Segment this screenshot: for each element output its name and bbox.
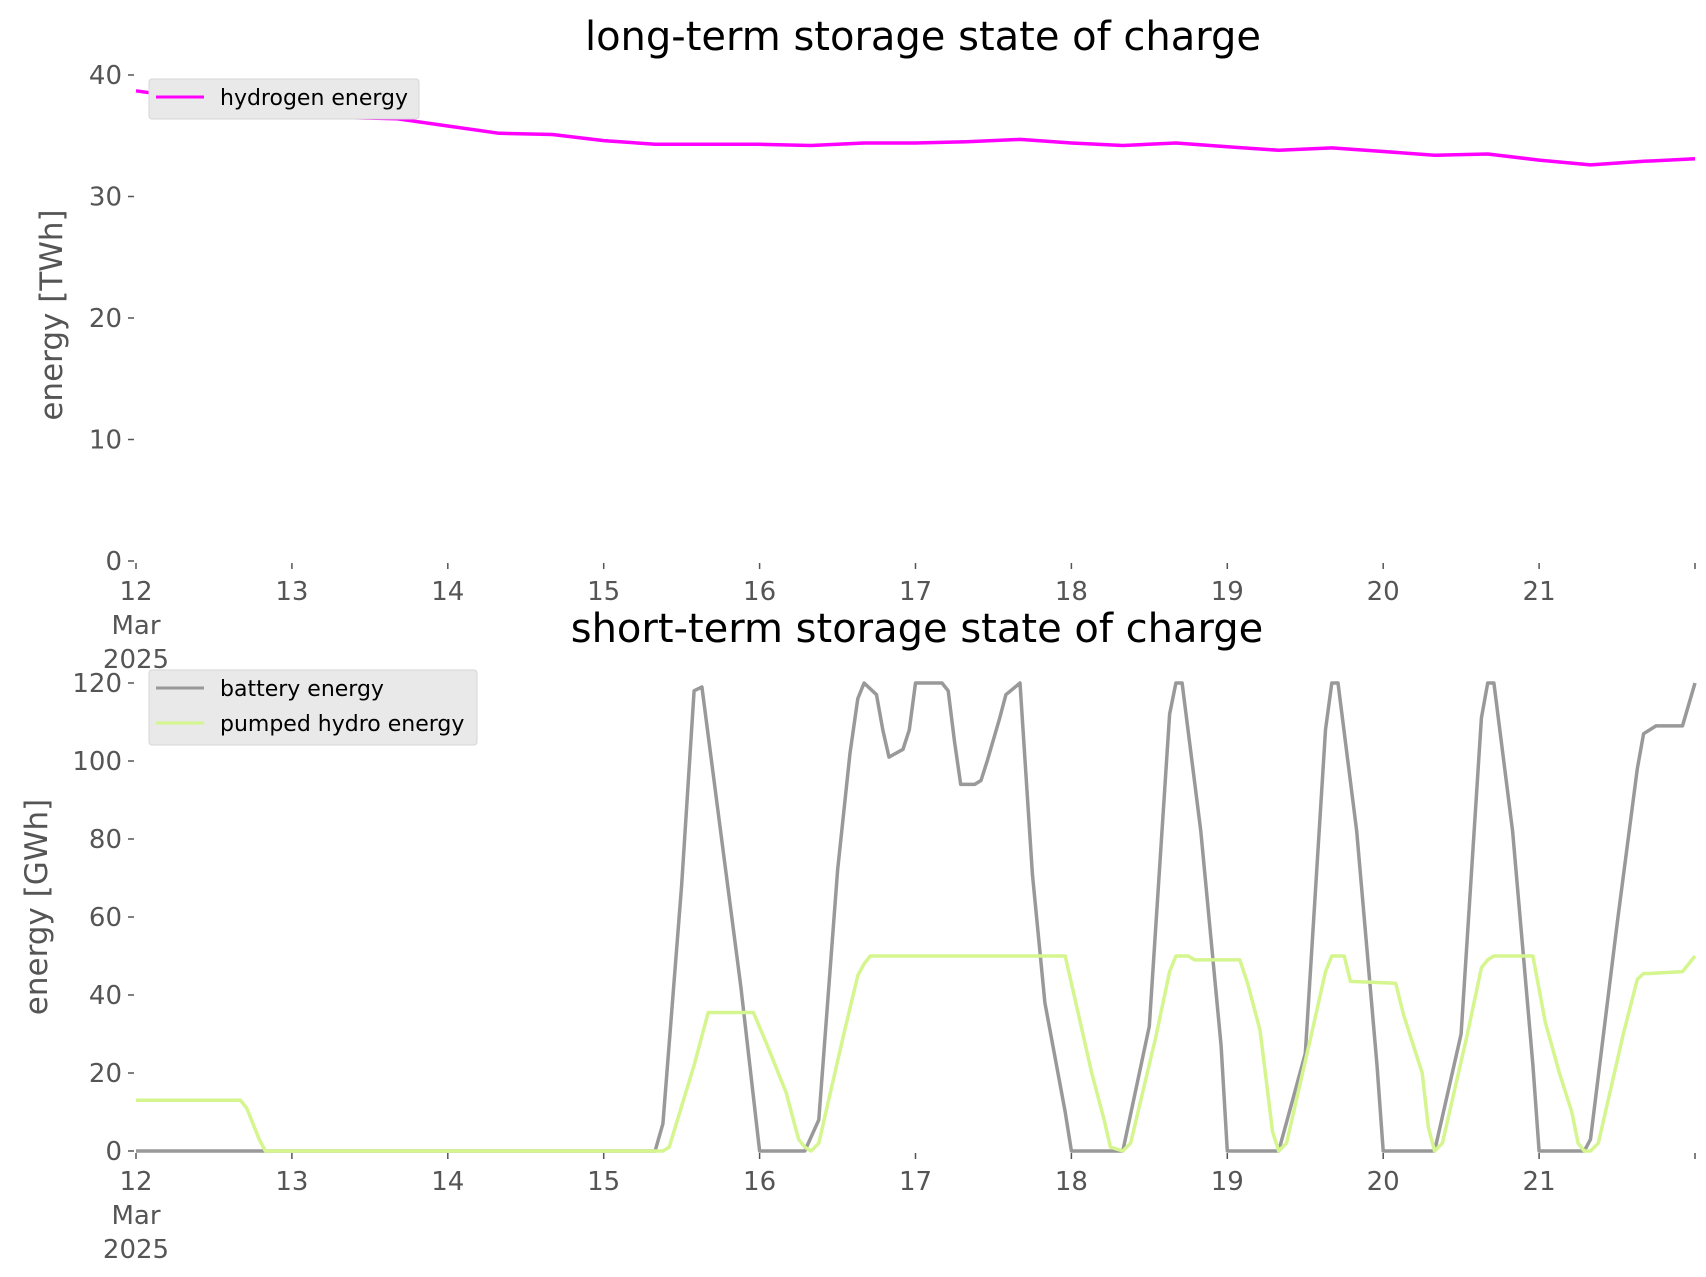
x-tick-label: 21 (1523, 1167, 1556, 1197)
x-tick-label: 12 (119, 577, 152, 607)
y-tick-label: 30 (89, 183, 122, 213)
x-tick-label-extra: 2025 (103, 1235, 169, 1265)
x-tick-label: 17 (899, 1167, 932, 1197)
y-tick-label: 20 (89, 304, 122, 334)
x-tick-label: 16 (743, 577, 776, 607)
x-tick-label: 18 (1055, 577, 1088, 607)
x-tick-label: 12 (119, 1167, 152, 1197)
x-tick-label: 16 (743, 1167, 776, 1197)
x-tick-label: 15 (587, 1167, 620, 1197)
y-tick-label: 40 (89, 61, 122, 91)
x-tick-label: 19 (1211, 577, 1244, 607)
y-tick-label: 20 (89, 1059, 122, 1089)
legend-box-long-term (148, 78, 420, 120)
legend-long-term: hydrogen energy (148, 78, 420, 120)
legend-label-pumped-hydro: pumped hydro energy (220, 712, 464, 737)
legend-box-short-term (148, 669, 478, 746)
chart-title-short-term: short-term storage state of charge (571, 606, 1264, 652)
chart-title-long-term: long-term storage state of charge (585, 14, 1261, 60)
legend-label-battery: battery energy (220, 677, 384, 702)
y-tick-label: 0 (105, 547, 122, 577)
x-tick-label: 18 (1055, 1167, 1088, 1197)
x-tick-label: 15 (587, 577, 620, 607)
panel-short-term: short-term storage state of charge energ… (19, 606, 1697, 1265)
y-tick-label: 0 (105, 1137, 122, 1167)
y-tick-label: 60 (89, 903, 122, 933)
series-line-battery-energy (136, 681, 1697, 1153)
legend-label-hydrogen: hydrogen energy (220, 86, 408, 111)
axes-short-term: 0 20 40 60 80 100 120 12 Mar 2025 13 14 15 16 17 18 19 20… (72, 669, 1696, 1265)
x-tick-label: 14 (431, 577, 464, 607)
series-line-pumped-hydro-energy (136, 954, 1697, 1153)
x-tick-label-extra: Mar (111, 1201, 160, 1231)
y-tick-label: 100 (72, 747, 122, 777)
x-tick-label: 19 (1211, 1167, 1244, 1197)
y-axis-label-short-term: energy [GWh] (19, 799, 55, 1015)
x-tick-label-extra: Mar (111, 611, 160, 641)
legend-short-term: battery energy pumped hydro energy (148, 669, 478, 746)
y-axis-label-long-term: energy [TWh] (34, 209, 70, 420)
panel-long-term: long-term storage state of charge energy… (34, 14, 1696, 675)
y-tick-label: 80 (89, 825, 122, 855)
y-tick-label: 10 (89, 426, 122, 456)
x-tick-label: 20 (1367, 1167, 1400, 1197)
x-tick-label: 21 (1523, 577, 1556, 607)
x-tick-label: 13 (275, 1167, 308, 1197)
x-tick-label: 20 (1367, 577, 1400, 607)
series-lines-short-term (136, 681, 1697, 1153)
y-tick-label: 120 (72, 669, 122, 699)
y-tick-label: 40 (89, 981, 122, 1011)
x-tick-label: 17 (899, 577, 932, 607)
x-tick-label: 14 (431, 1167, 464, 1197)
x-tick-label: 13 (275, 577, 308, 607)
